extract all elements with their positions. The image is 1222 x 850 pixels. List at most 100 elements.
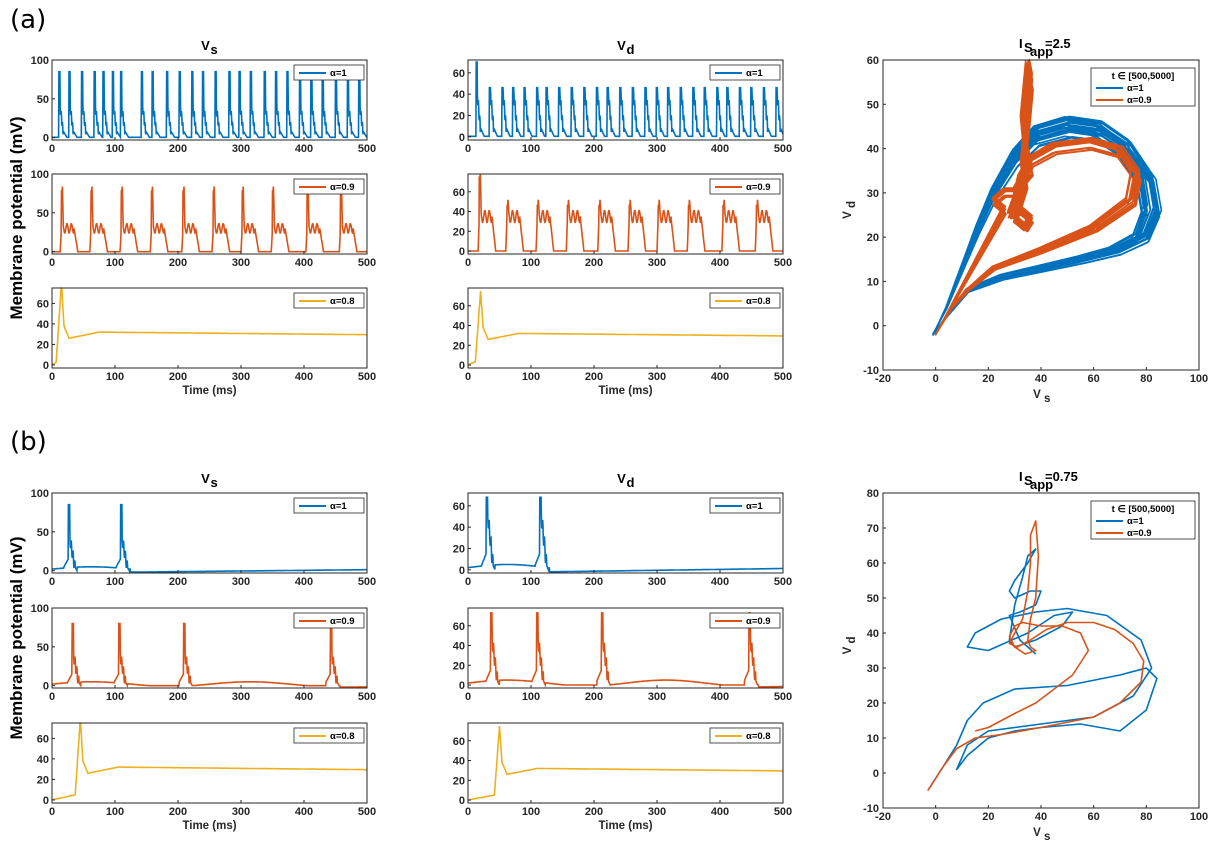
x-axis-label: Time (ms) [598, 385, 652, 397]
y-tick-label: 0 [459, 246, 465, 258]
phase-legend: t ∈ [500,5000]α=1α=0.9 [1090, 500, 1196, 540]
y-axis-label: V [842, 646, 854, 654]
legend-box [293, 612, 365, 629]
legend-entry: α=1 [330, 501, 347, 512]
x-tick-label: 100 [522, 371, 540, 383]
y-tick-label: 60 [453, 501, 465, 513]
y-tick-label: 0 [43, 133, 49, 145]
x-axis-label: V [1033, 389, 1041, 401]
y-tick-label: 20 [453, 775, 465, 787]
legend-entry: α=0.8 [330, 296, 355, 307]
x-tick-label: 100 [106, 257, 124, 269]
x-tick-label: 400 [711, 806, 729, 818]
y-tick-label: 20 [453, 340, 465, 352]
x-axis-label-sub: s [1044, 831, 1050, 843]
y-tick-label: 30 [867, 663, 879, 675]
y-tick-label: 40 [453, 756, 465, 768]
y-tick-label: 100 [31, 603, 49, 615]
legend: α=0.9 [709, 612, 781, 629]
legend: α=0.9 [293, 178, 365, 195]
legend-entry: α=0.9 [746, 182, 771, 193]
y-tick-label: 50 [37, 208, 49, 220]
title-main: V [617, 471, 626, 486]
x-tick-label: 300 [648, 691, 666, 703]
y-tick-label: 80 [867, 488, 879, 500]
y-tick-label: 60 [453, 187, 465, 199]
time-axes: 0 100 200 300 400 500 0 20 40 60 Time (ms) [37, 722, 376, 832]
y-tick-label: 40 [453, 641, 465, 653]
x-tick-label: 300 [648, 371, 666, 383]
x-tick-label: 500 [358, 576, 376, 588]
title-main: V [201, 471, 210, 486]
x-tick-label: 200 [585, 257, 603, 269]
x-tick-label: 400 [295, 371, 313, 383]
x-tick-label: 300 [232, 576, 250, 588]
time-axes: 0 100 200 300 400 500 0 20 40 60 Time (ms) [453, 287, 792, 397]
y-tick-label: 50 [37, 642, 49, 654]
x-tick-label: 40 [1035, 373, 1047, 385]
x-tick-label: 0 [465, 143, 471, 155]
legend-entry: α=0.9 [1127, 528, 1152, 539]
legend-box [709, 497, 781, 514]
x-tick-label: 100 [522, 691, 540, 703]
title-main: I [1019, 469, 1023, 484]
x-tick-label: 500 [358, 257, 376, 269]
x-tick-label: 500 [774, 143, 792, 155]
legend-title: t ∈ [500,5000] [1112, 504, 1175, 515]
x-tick-label: 400 [295, 576, 313, 588]
x-tick-label: 500 [358, 691, 376, 703]
legend: α=0.8 [709, 292, 781, 309]
y-tick-label: -10 [863, 365, 879, 377]
legend-entry: α=0.9 [746, 616, 771, 627]
y-tick-label: 20 [37, 339, 49, 351]
x-tick-label: 0 [465, 371, 471, 383]
time-axes: 0 100 200 300 400 500 0 20 40 60 Time (ms) [37, 287, 376, 397]
legend-entry: α=0.8 [746, 296, 771, 307]
legend-entry: α=1 [746, 68, 763, 79]
y-tick-label: 50 [37, 527, 49, 539]
x-tick-label: 200 [169, 806, 187, 818]
x-tick-label: 400 [711, 691, 729, 703]
y-tick-label: 20 [453, 110, 465, 122]
y-axis-label: V [842, 211, 854, 219]
series-line [52, 622, 367, 689]
legend-box [293, 727, 365, 744]
x-tick-label: 300 [648, 143, 666, 155]
title-subsub: app [1030, 477, 1053, 492]
legend-box [293, 178, 365, 195]
series-line [52, 722, 367, 801]
x-tick-label: 500 [358, 371, 376, 383]
x-tick-label: 200 [169, 576, 187, 588]
x-tick-label: 400 [711, 143, 729, 155]
legend-entry: α=1 [1127, 83, 1144, 94]
x-tick-label: 200 [169, 143, 187, 155]
y-axis-label-a: Membrane potential (mV) [7, 116, 26, 319]
legend-box [709, 64, 781, 81]
axes-frame [467, 607, 784, 689]
x-axis-label-sub: s [1044, 393, 1050, 405]
x-tick-label: 200 [169, 257, 187, 269]
x-tick-label: -20 [875, 373, 891, 385]
x-tick-label: 0 [933, 373, 939, 385]
y-tick-label: 40 [453, 89, 465, 101]
x-tick-label: 500 [358, 143, 376, 155]
phase-series-line [927, 520, 1145, 791]
x-tick-label: 400 [295, 806, 313, 818]
x-tick-label: 200 [169, 371, 187, 383]
title-main: V [617, 38, 626, 53]
x-tick-label: 0 [465, 576, 471, 588]
y-tick-label: 40 [37, 754, 49, 766]
axes-frame [467, 722, 784, 804]
x-tick-label: 100 [106, 143, 124, 155]
x-tick-label: 400 [295, 691, 313, 703]
x-tick-label: 500 [774, 371, 792, 383]
title-main: I [1019, 36, 1023, 51]
y-axis-label-sub: d [846, 636, 858, 643]
axes-frame [51, 492, 368, 574]
y-tick-label: 50 [867, 593, 879, 605]
x-tick-label: 60 [1088, 373, 1100, 385]
